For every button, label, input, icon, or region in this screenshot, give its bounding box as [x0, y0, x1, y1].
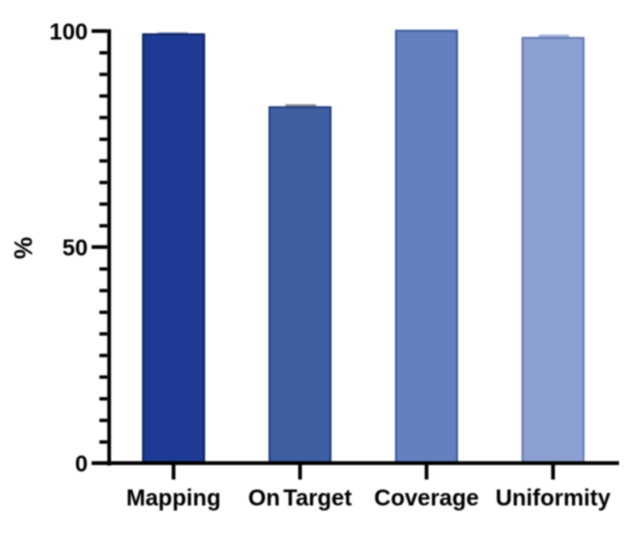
svg-text:%: % — [10, 237, 38, 259]
svg-text:Uniformity: Uniformity — [496, 485, 611, 511]
svg-text:Coverage: Coverage — [374, 485, 479, 511]
svg-text:100: 100 — [49, 18, 87, 44]
svg-text:0: 0 — [75, 450, 88, 476]
svg-text:50: 50 — [62, 234, 88, 260]
svg-text:Mapping: Mapping — [126, 485, 221, 511]
